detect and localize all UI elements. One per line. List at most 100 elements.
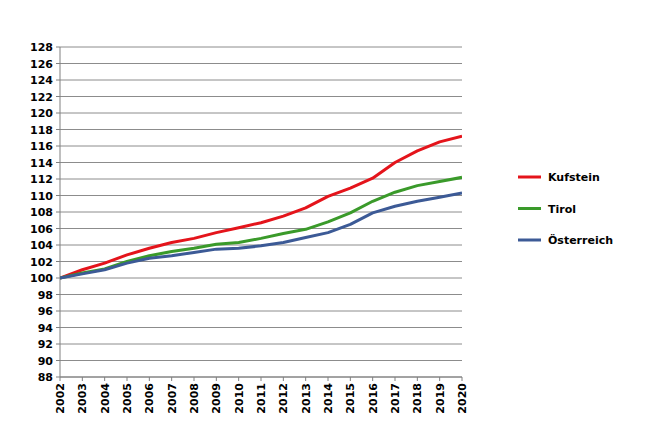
y-tick-label: 128: [30, 41, 53, 54]
x-tick-label: 2009: [210, 383, 223, 414]
grid-line: [60, 195, 462, 196]
grid: [60, 47, 462, 377]
y-tick: [56, 129, 60, 130]
y-tick-label: 126: [30, 58, 53, 71]
grid-line: [60, 278, 462, 279]
grid-line: [60, 228, 462, 229]
x-tick: [238, 377, 239, 381]
y-tick-label: 106: [30, 223, 53, 236]
grid-line: [60, 360, 462, 361]
grid-line: [60, 162, 462, 163]
y-tick: [56, 261, 60, 262]
grid-line: [60, 146, 462, 147]
y-tick: [56, 179, 60, 180]
x-tick: [417, 377, 418, 381]
y-tick: [56, 278, 60, 279]
legend-swatch: [518, 239, 541, 242]
y-tick: [56, 360, 60, 361]
grid-line: [60, 212, 462, 213]
y-tick: [56, 228, 60, 229]
x-tick: [149, 377, 150, 381]
grid-line: [60, 113, 462, 114]
y-tick-label: 94: [38, 322, 54, 335]
y-tick-label: 114: [30, 157, 53, 170]
x-tick: [372, 377, 373, 381]
x-tick-label: 2013: [300, 383, 313, 414]
y-tick: [56, 80, 60, 81]
grid-line: [60, 96, 462, 97]
y-tick: [56, 311, 60, 312]
y-tick: [56, 245, 60, 246]
legend-label: Tirol: [548, 203, 576, 216]
x-tick: [82, 377, 83, 381]
x-tick-label: 2005: [121, 383, 134, 414]
y-tick-label: 88: [38, 371, 53, 384]
x-tick-label: 2016: [367, 383, 380, 414]
y-tick-label: 102: [30, 256, 53, 269]
y-tick: [56, 146, 60, 147]
legend-swatch: [518, 176, 541, 179]
x-tick-label: 2020: [456, 383, 469, 414]
y-tick-label: 108: [30, 206, 53, 219]
y-tick-label: 98: [38, 289, 53, 302]
grid-line: [60, 129, 462, 130]
plot-data: [60, 136, 462, 278]
y-tick: [56, 327, 60, 328]
x-tick-label: 2014: [322, 383, 335, 414]
x-tick-label: 2007: [166, 383, 179, 414]
legend-label: Österreich: [548, 233, 613, 247]
y-tick: [56, 162, 60, 163]
x-tick: [60, 377, 61, 381]
series-line: [60, 136, 462, 278]
x-tick-label: 2006: [143, 383, 156, 414]
y-tick-label: 110: [30, 190, 53, 203]
grid-line: [60, 63, 462, 64]
y-tick-label: 92: [38, 338, 53, 351]
chart-container: 88 90 92 94 96 98 100 102 104 106 108 110 112 114 116 1…: [0, 0, 667, 430]
y-tick: [56, 377, 60, 378]
y-tick: [56, 212, 60, 213]
grid-line: [60, 261, 462, 262]
x-tick-label: 2008: [188, 383, 201, 414]
y-tick-label: 90: [38, 355, 54, 368]
grid-line: [60, 294, 462, 295]
x-tick-label: 2012: [277, 383, 290, 414]
x-tick: [350, 377, 351, 381]
grid-line: [60, 311, 462, 312]
grid-line: [60, 327, 462, 328]
y-tick-label: 120: [30, 107, 53, 120]
grid-line: [60, 80, 462, 81]
y-tick: [56, 195, 60, 196]
legend-label: Kufstein: [548, 171, 600, 184]
y-tick: [56, 96, 60, 97]
x-tick: [439, 377, 440, 381]
y-tick-label: 124: [30, 74, 53, 87]
legend-swatch: [518, 207, 541, 210]
y-tick-label: 116: [30, 140, 53, 153]
y-tick-label: 118: [30, 124, 53, 137]
y-tick-label: 100: [30, 272, 53, 285]
y-tick-label: 104: [30, 239, 53, 252]
x-tick: [171, 377, 172, 381]
x-tick-label: 2017: [389, 383, 402, 414]
grid-line: [60, 47, 462, 48]
y-tick-label: 122: [30, 91, 53, 104]
y-tick-label: 112: [30, 173, 53, 186]
y-tick: [56, 344, 60, 345]
x-tick-label: 2019: [434, 383, 447, 414]
y-tick-label: 96: [38, 305, 54, 318]
x-tick: [194, 377, 195, 381]
y-tick: [56, 63, 60, 64]
x-tick-label: 2010: [233, 383, 246, 414]
series-line: [60, 193, 462, 278]
x-tick: [328, 377, 329, 381]
y-axis-line: [60, 47, 61, 377]
series-line: [60, 177, 462, 278]
y-tick: [56, 294, 60, 295]
x-tick: [216, 377, 217, 381]
y-tick: [56, 113, 60, 114]
x-tick-label: 2003: [76, 383, 89, 414]
x-tick-label: 2002: [54, 383, 67, 414]
legend: Kufstein Tirol Österreich: [518, 171, 613, 247]
x-tick: [127, 377, 128, 381]
